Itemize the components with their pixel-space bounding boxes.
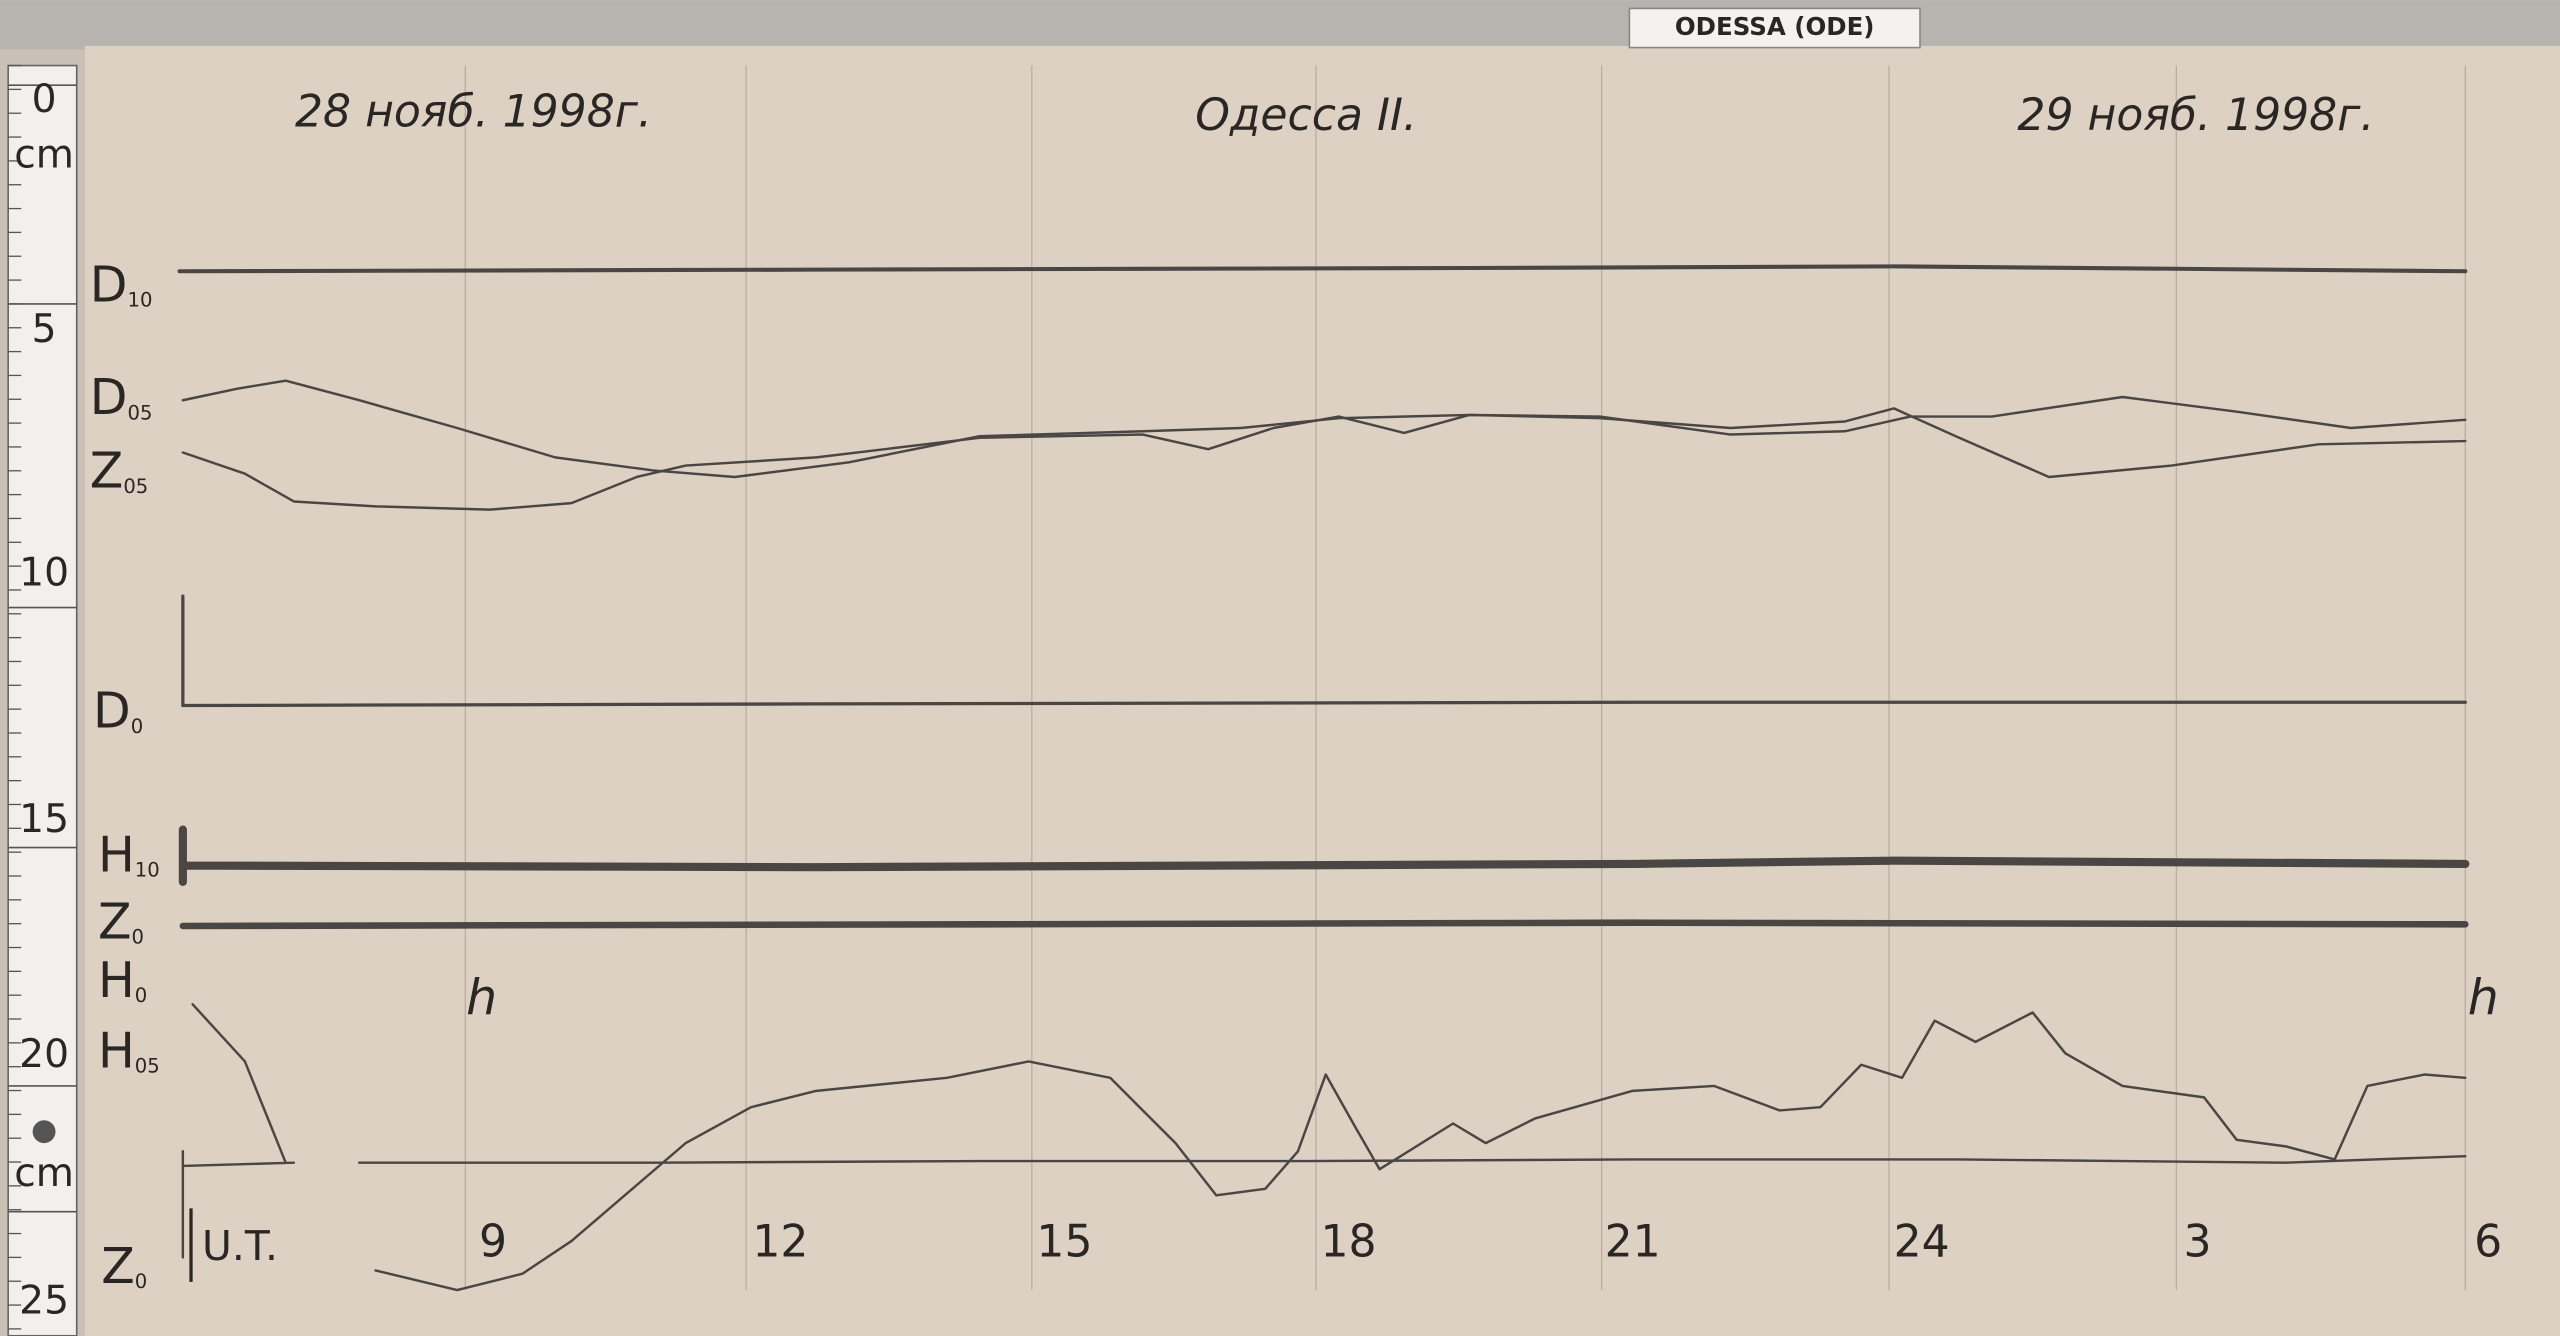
trace-h10 bbox=[178, 825, 2470, 886]
trace-letter: Z bbox=[90, 442, 124, 499]
trace-sub: 0 bbox=[132, 925, 144, 948]
trace-letter: H bbox=[98, 1022, 135, 1079]
ruler-ticks: 0 cm 5 10 15 20 cm 25 bbox=[8, 64, 77, 1330]
trace-h05 bbox=[181, 1003, 2467, 1259]
hour-label: 21 bbox=[1605, 1216, 1661, 1267]
trace-label: H10 bbox=[98, 826, 160, 883]
trace-letter: Z bbox=[98, 893, 132, 950]
trace-z05 bbox=[181, 395, 2467, 511]
ruler-label: 15 bbox=[19, 797, 69, 842]
trace-letter: H bbox=[98, 826, 135, 883]
trace-label: Z05 bbox=[90, 442, 148, 499]
trace-label: H0 bbox=[98, 952, 147, 1009]
ruler-pin bbox=[32, 1120, 56, 1144]
trace-letter: D bbox=[90, 256, 128, 313]
date-end: 29 нояб. 1998г. bbox=[2017, 90, 2374, 141]
ruler-label: cm bbox=[14, 132, 74, 177]
hour-label: 15 bbox=[1036, 1216, 1092, 1267]
ruler-label: 0 bbox=[32, 77, 57, 122]
hour-label: 6 bbox=[2474, 1216, 2502, 1267]
trace-label: D05 bbox=[90, 369, 153, 426]
trace-sub: 0 bbox=[135, 1269, 147, 1292]
hour-labels: 9 12 15 18 21 24 3 6 bbox=[479, 1216, 2502, 1267]
hour-label: 3 bbox=[2184, 1216, 2212, 1267]
trace-letter: Z bbox=[101, 1237, 135, 1294]
trace-letter: H bbox=[98, 952, 135, 1009]
trace-label: H05 bbox=[98, 1022, 160, 1079]
trace-sub: 0 bbox=[131, 714, 143, 737]
hour-label: 12 bbox=[752, 1216, 808, 1267]
hour-label: 24 bbox=[1894, 1216, 1950, 1267]
trace-label: Z0 bbox=[98, 893, 144, 950]
trace-label: Z0 bbox=[101, 1237, 147, 1294]
trace-letter: D bbox=[90, 369, 128, 426]
trace-d05 bbox=[181, 379, 2467, 479]
ruler-label: 5 bbox=[32, 307, 57, 352]
trace-z0-lower bbox=[374, 1011, 2467, 1292]
hour-label: 9 bbox=[479, 1216, 507, 1267]
trace-sub: 0 bbox=[135, 984, 147, 1007]
ruler-label: 10 bbox=[19, 550, 69, 595]
date-start: 28 нояб. 1998г. bbox=[295, 87, 652, 138]
metal-strip bbox=[0, 0, 2560, 50]
station-tag: ODESSA (ODE) bbox=[1675, 12, 1875, 41]
ruler-label: cm bbox=[14, 1151, 74, 1196]
trace-label: D10 bbox=[90, 256, 153, 313]
trace-sub: 05 bbox=[128, 401, 153, 424]
trace-letter: D bbox=[93, 682, 131, 739]
paper bbox=[84, 45, 2560, 1336]
trace-sub: 05 bbox=[135, 1054, 160, 1077]
trace-label: D0 bbox=[93, 682, 143, 739]
tag-box bbox=[1628, 7, 1921, 49]
trace-z0 bbox=[179, 919, 2469, 930]
h-mark: h bbox=[2468, 970, 2499, 1027]
trace-sub: 10 bbox=[135, 858, 160, 881]
trace-d10 bbox=[177, 264, 2468, 274]
trace-sub: 10 bbox=[128, 288, 153, 311]
station-name: Одесса II. bbox=[1195, 90, 1417, 141]
trace-sub: 05 bbox=[123, 474, 148, 497]
traces bbox=[177, 264, 2470, 1292]
trace-d0 bbox=[181, 594, 2467, 708]
ruler-label: 20 bbox=[19, 1032, 69, 1077]
ut-label: U.T. bbox=[202, 1222, 278, 1270]
h-mark: h bbox=[466, 970, 497, 1027]
hour-label: 18 bbox=[1321, 1216, 1377, 1267]
ruler-label: 25 bbox=[19, 1279, 69, 1324]
